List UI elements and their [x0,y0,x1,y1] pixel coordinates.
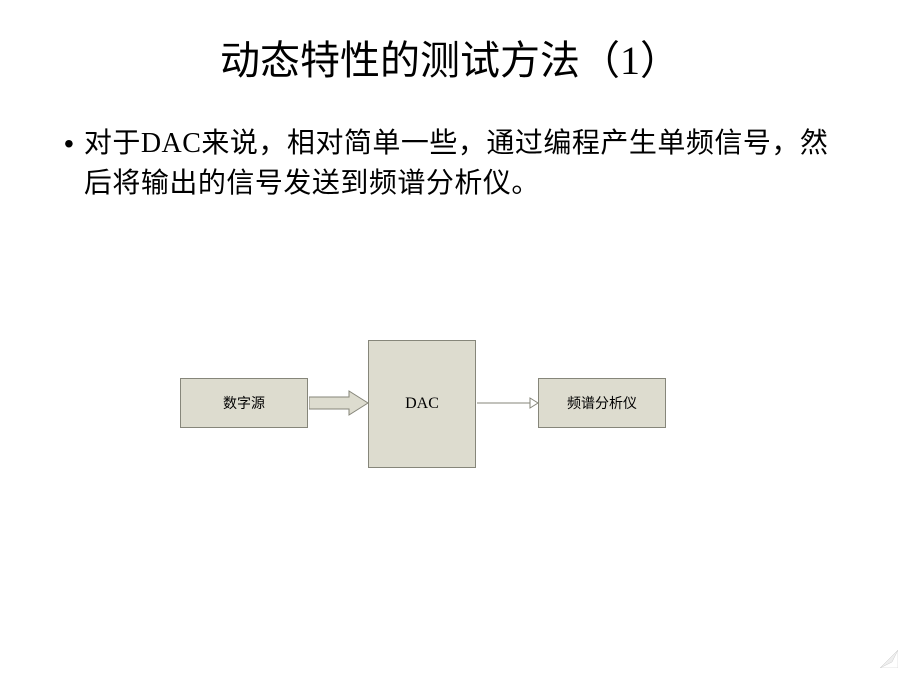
arrow-dac-to-analyzer [477,390,539,421]
page-curl-icon [880,650,898,668]
arrow-source-to-dac [309,390,369,421]
body-text: • 对于DAC来说，相对简单一些，通过编程产生单频信号，然后将输出的信号发送到频… [0,106,900,204]
node-dac: DAC [368,340,476,468]
bullet-item: • 对于DAC来说，相对简单一些，通过编程产生单频信号，然后将输出的信号发送到频… [88,124,840,204]
paragraph-text: 对于DAC来说，相对简单一些，通过编程产生单频信号，然后将输出的信号发送到频谱分… [84,124,840,204]
flow-diagram: 数字源 DAC 频谱分析仪 [180,340,740,500]
node-dac-label: DAC [405,395,439,413]
slide-title: 动态特性的测试方法（1） [0,0,900,106]
node-source: 数字源 [180,378,308,428]
block-arrow-icon [309,390,369,416]
node-analyzer: 频谱分析仪 [538,378,666,428]
slide: 动态特性的测试方法（1） • 对于DAC来说，相对简单一些，通过编程产生单频信号… [0,0,900,670]
line-arrow-icon [477,390,539,416]
node-analyzer-label: 频谱分析仪 [567,393,637,413]
bullet-marker: • [64,124,74,164]
node-source-label: 数字源 [223,393,265,413]
